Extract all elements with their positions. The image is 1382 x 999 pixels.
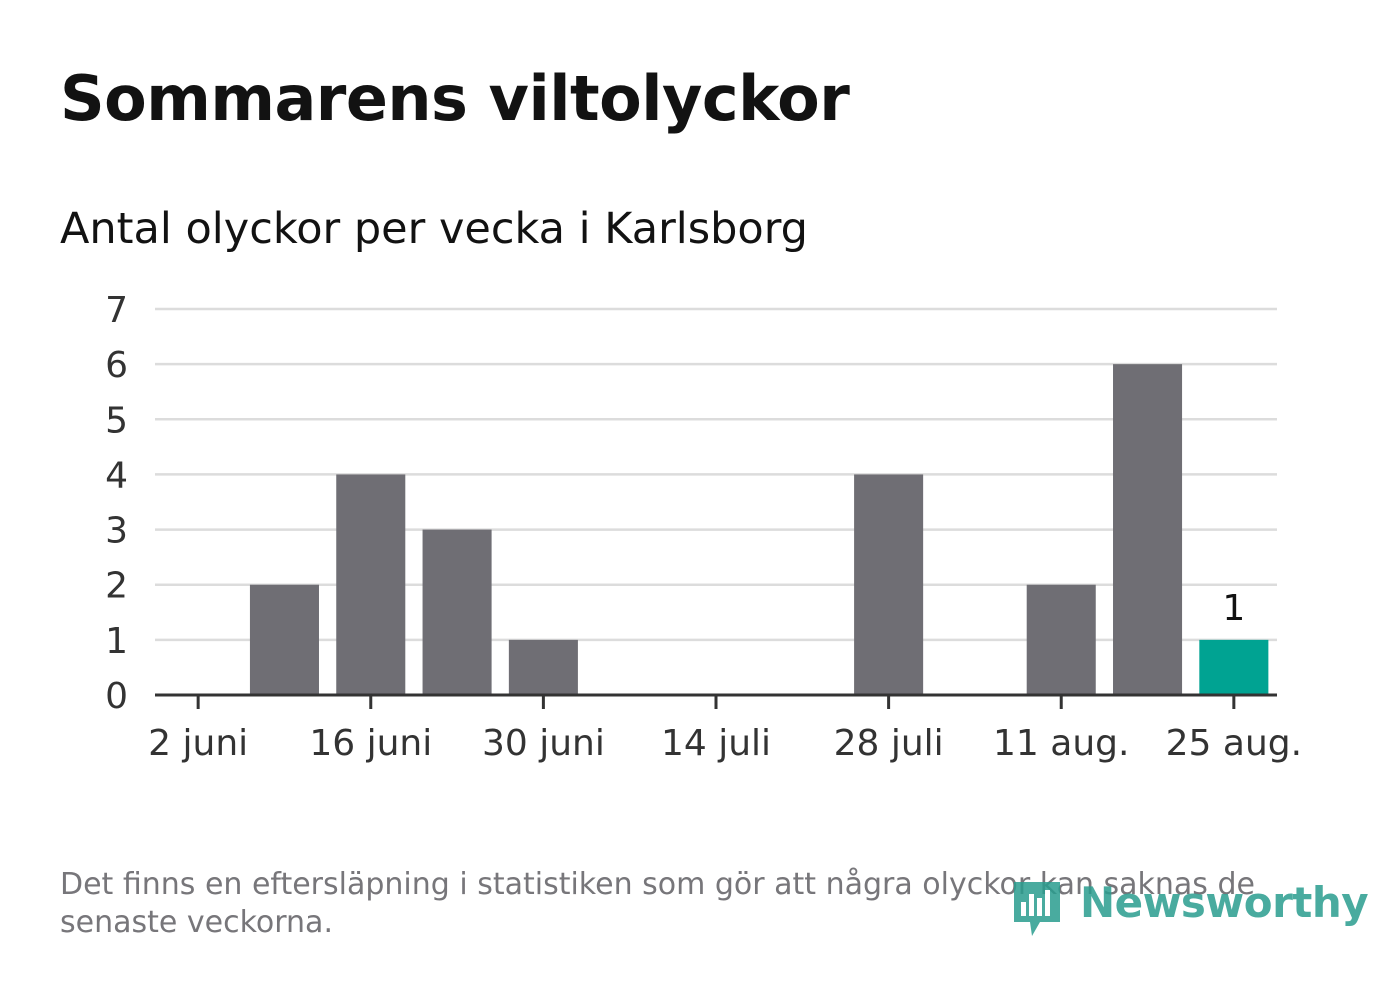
data-labels: 1 <box>1222 588 1245 629</box>
y-tick-label-7: 7 <box>105 290 128 331</box>
chart-title: Sommarens viltolyckor <box>60 62 850 135</box>
bar-18-aug- <box>1113 364 1183 695</box>
newsworthy-chart-icon <box>1014 882 1060 936</box>
x-axis-labels: 2 juni 16 juni 30 juni 14 juli 28 juli 11 aug… <box>148 723 1302 764</box>
y-tick-label-6: 6 <box>105 345 128 386</box>
bar-25-aug- <box>1199 639 1269 695</box>
logo-text: Newsworthy <box>1080 878 1369 927</box>
y-tick-label-1: 1 <box>105 621 128 662</box>
newsworthy-logo: Newsworthy <box>1010 876 1369 946</box>
bar-16-juni <box>336 474 406 695</box>
bar-30-juni <box>508 639 578 695</box>
x-tick-label-1: 16 juni <box>309 723 432 764</box>
x-tick-label-5: 11 aug. <box>993 723 1129 764</box>
y-tick-label-3: 3 <box>105 511 128 552</box>
y-tick-label-0: 0 <box>105 676 128 717</box>
bar-23-juni <box>422 529 492 695</box>
x-axis <box>155 693 1277 709</box>
x-tick-label-4: 28 juli <box>834 723 944 764</box>
bar-9-juni <box>249 584 319 695</box>
gridlines <box>155 307 1277 642</box>
y-tick-label-4: 4 <box>105 455 128 496</box>
x-tick-label-0: 2 juni <box>148 723 248 764</box>
y-tick-label-5: 5 <box>105 400 128 441</box>
x-tick-label-6: 25 aug. <box>1166 723 1302 764</box>
chart-subtitle: Antal olyckor per vecka i Karlsborg <box>60 204 808 254</box>
bar-11-aug- <box>1026 584 1096 695</box>
y-tick-label-2: 2 <box>105 566 128 607</box>
x-tick-label-2: 30 juni <box>482 723 605 764</box>
x-tick-label-3: 14 juli <box>661 723 771 764</box>
y-axis-labels: 0 1 2 3 4 5 6 7 <box>105 290 128 717</box>
bars <box>249 364 1269 695</box>
bar-28-juli <box>854 474 924 695</box>
data-label-12: 1 <box>1222 588 1245 629</box>
